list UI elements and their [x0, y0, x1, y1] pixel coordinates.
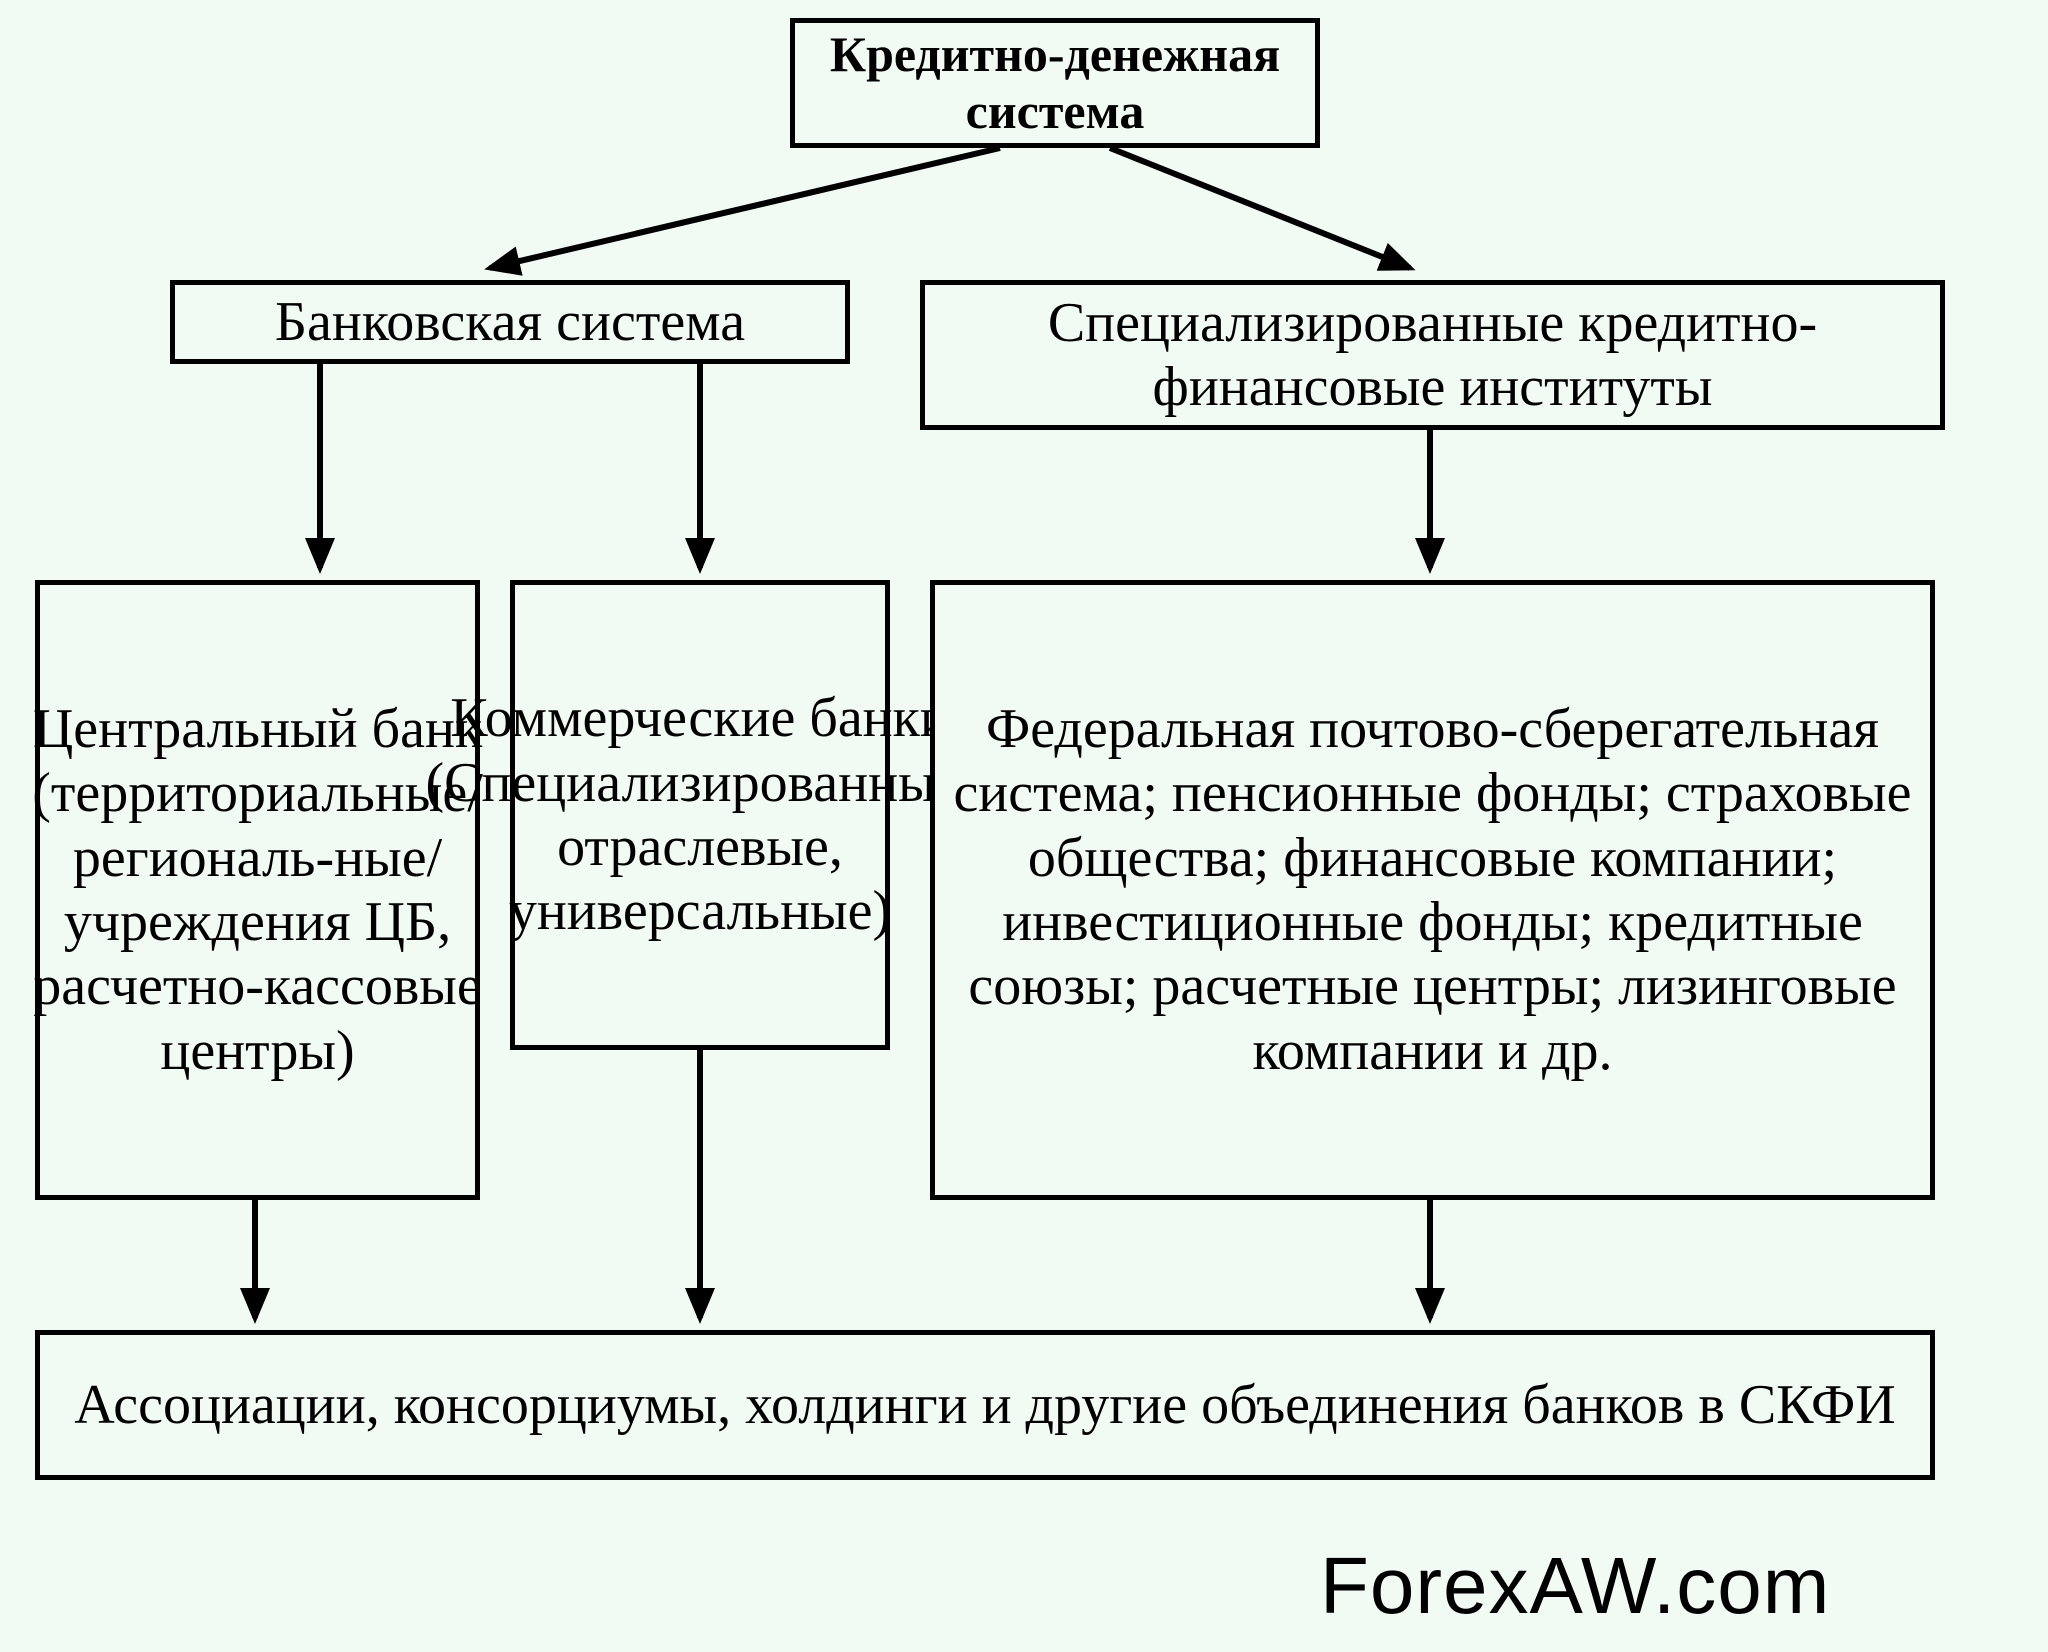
node-federal-label: Федеральная почтово-сберегательная систе… [949, 697, 1916, 1083]
node-central-label: Центральный банк (территориальные/регион… [32, 697, 482, 1083]
node-assoc: Ассоциации, консорциумы, холдинги и друг… [35, 1330, 1935, 1480]
watermark: ForexAW.com [1320, 1540, 1830, 1632]
node-root-label: Кредитно-денежная система [809, 26, 1301, 141]
watermark-text: ForexAW.com [1320, 1541, 1830, 1630]
node-root: Кредитно-денежная система [790, 18, 1320, 148]
node-federal: Федеральная почтово-сберегательная систе… [930, 580, 1935, 1200]
node-commercial: Коммерческие банки (Специализированные, … [510, 580, 890, 1050]
node-banking-label: Банковская система [275, 290, 745, 354]
node-central: Центральный банк (территориальные/регион… [35, 580, 480, 1200]
node-assoc-label: Ассоциации, консорциумы, холдинги и друг… [74, 1373, 1896, 1437]
node-special: Специализированные кредитно-финансовые и… [920, 280, 1945, 430]
node-commercial-label: Коммерческие банки (Специализированные, … [425, 686, 974, 944]
node-special-label: Специализированные кредитно-финансовые и… [939, 291, 1926, 420]
node-banking: Банковская система [170, 280, 850, 364]
